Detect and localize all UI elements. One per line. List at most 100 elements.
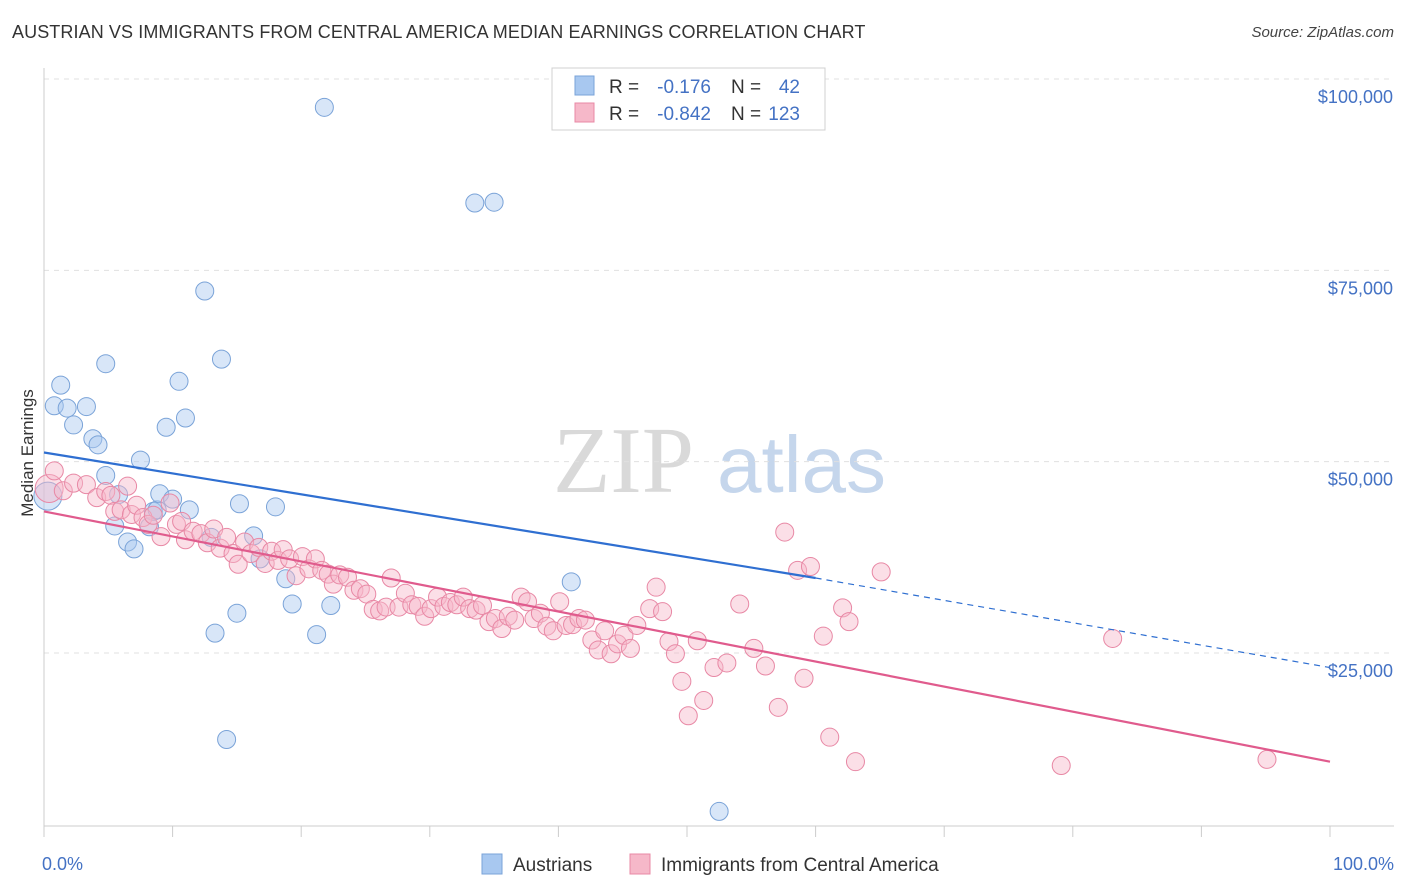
data-point <box>57 398 77 418</box>
data-point <box>307 625 327 645</box>
legend-box: R = -0.176 N = 42 R = -0.842 N = 123 <box>551 67 826 131</box>
data-point <box>96 482 116 502</box>
data-point <box>229 494 249 514</box>
data-point <box>64 415 84 435</box>
data-point <box>121 504 141 524</box>
legend-n-value-1: 42 <box>779 77 800 98</box>
data-point <box>646 577 666 597</box>
watermark-zip: ZIP <box>553 409 694 513</box>
chart-title: AUSTRIAN VS IMMIGRANTS FROM CENTRAL AMER… <box>12 22 866 42</box>
data-point <box>640 599 660 619</box>
legend-n-label-2: N = <box>731 104 761 125</box>
data-point <box>465 193 485 213</box>
axes <box>43 68 1394 837</box>
data-point <box>595 621 615 641</box>
legend-r-value-2: -0.842 <box>657 104 711 125</box>
legend-swatch-austrians <box>574 75 595 96</box>
data-point <box>800 557 820 577</box>
y-tick-labels: $25,000 $50,000 $75,000 $100,000 <box>1318 87 1393 681</box>
data-point <box>709 801 729 821</box>
data-point <box>156 417 176 437</box>
data-point <box>179 500 199 520</box>
data-point <box>484 192 504 212</box>
data-point <box>321 596 341 616</box>
data-point <box>588 640 608 660</box>
data-point <box>730 594 750 614</box>
data-point <box>96 465 116 485</box>
data-point <box>415 606 435 626</box>
data-point <box>76 397 96 417</box>
data-point <box>447 595 467 615</box>
data-point <box>794 668 814 688</box>
x-tick-min: 0.0% <box>42 854 83 874</box>
bottom-legend-swatch-central-america <box>629 853 651 875</box>
data-point <box>88 435 108 455</box>
source-label: Source: ZipAtlas.com <box>1251 24 1394 41</box>
data-point <box>96 354 116 374</box>
data-point <box>505 610 525 630</box>
data-point <box>217 527 237 547</box>
data-point <box>672 671 692 691</box>
data-point <box>282 594 302 614</box>
data-point <box>105 501 125 521</box>
data-point <box>76 475 96 495</box>
y-tick-label: $100,000 <box>1318 87 1393 107</box>
data-point <box>138 514 158 534</box>
data-point <box>166 514 186 534</box>
data-point <box>143 505 163 525</box>
data-point <box>101 485 121 505</box>
data-point <box>460 599 480 619</box>
data-point <box>127 495 147 515</box>
data-point <box>195 281 215 301</box>
data-point <box>160 493 180 513</box>
data-point <box>768 697 788 717</box>
data-point <box>53 481 73 501</box>
data-point <box>755 656 775 676</box>
data-point <box>169 371 189 391</box>
data-point <box>217 729 237 749</box>
trend-line-solid <box>43 510 1331 763</box>
data-point <box>1051 756 1071 776</box>
y-tick-label: $50,000 <box>1328 470 1393 490</box>
legend-swatch-central-america <box>574 102 595 123</box>
data-point <box>665 644 685 664</box>
data-point <box>678 706 698 726</box>
data-point <box>653 602 673 622</box>
data-point <box>820 727 840 747</box>
data-point <box>276 569 296 589</box>
data-point <box>839 612 859 632</box>
data-point <box>314 97 334 117</box>
data-point <box>543 621 563 641</box>
data-point <box>118 476 138 496</box>
data-point <box>175 408 195 428</box>
x-tick-max: 100.0% <box>1333 854 1394 874</box>
data-point <box>717 653 737 673</box>
y-axis-label: Median Earnings <box>18 389 37 517</box>
data-point <box>151 527 171 547</box>
data-point <box>395 583 415 603</box>
series-central-america <box>34 461 1277 776</box>
data-point <box>1103 628 1123 648</box>
data-point <box>704 658 724 678</box>
watermark-atlas: atlas <box>717 420 886 509</box>
bottom-legend-label-central-america: Immigrants from Central America <box>661 855 939 876</box>
legend-r-label-2: R = <box>609 104 639 125</box>
data-point <box>871 562 891 582</box>
data-point <box>51 375 71 395</box>
trend-line-dashed <box>815 577 1331 669</box>
y-tick-label: $75,000 <box>1328 278 1393 298</box>
data-point <box>83 429 103 449</box>
data-point <box>228 554 248 574</box>
data-point <box>211 349 231 369</box>
legend-r-label-1: R = <box>609 77 639 98</box>
bottom-legend-label-austrians: Austrians <box>513 855 592 876</box>
data-point <box>582 630 602 650</box>
data-point <box>44 461 64 481</box>
data-point <box>1257 749 1277 769</box>
legend-n-label-1: N = <box>731 77 761 98</box>
data-point <box>124 539 144 559</box>
trend-layer <box>43 451 1331 763</box>
data-point <box>402 595 422 615</box>
data-point <box>344 580 364 600</box>
data-point <box>265 497 285 517</box>
